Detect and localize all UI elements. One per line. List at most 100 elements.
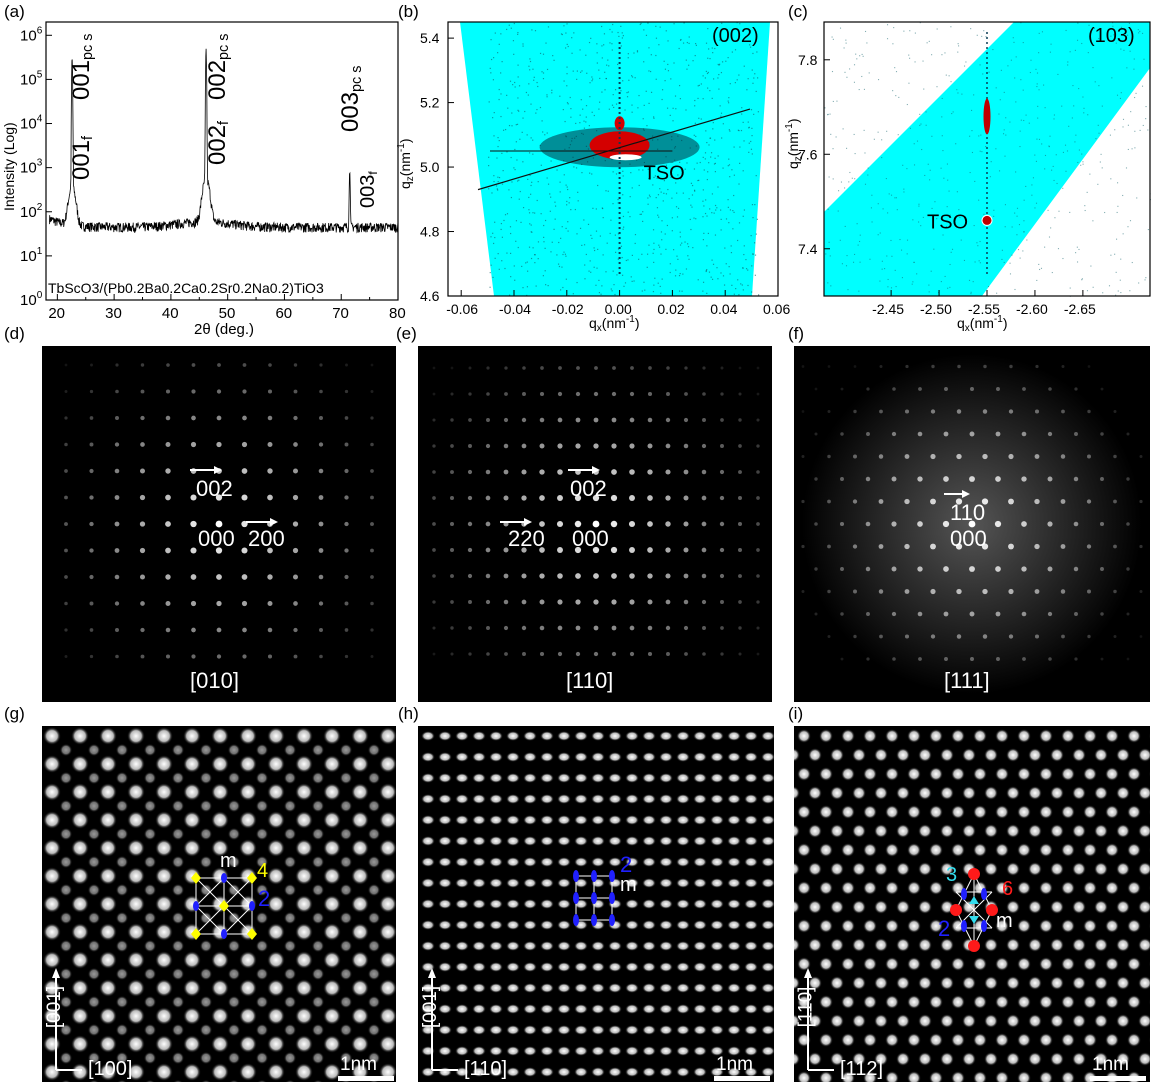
- noise-dot: [688, 198, 690, 200]
- atom-column: [794, 786, 800, 800]
- atom-column-minor: [367, 743, 381, 757]
- atom-column: [608, 773, 622, 783]
- noise-dot: [547, 183, 550, 185]
- diffraction-spot: [267, 601, 273, 606]
- atom-column: [1017, 843, 1031, 857]
- diffraction-spot: [504, 366, 508, 370]
- noise-dot: [903, 191, 905, 193]
- atom-column: [744, 731, 758, 741]
- noise-dot: [631, 75, 633, 77]
- atom-column: [797, 957, 811, 971]
- y-tick-label: 7.6: [798, 146, 818, 162]
- atom-column: [523, 878, 537, 888]
- noise-dot: [689, 218, 691, 221]
- atom-column: [676, 983, 690, 993]
- noise-dot: [728, 102, 730, 104]
- atom-column: [727, 1046, 741, 1056]
- atom-column: [744, 1025, 758, 1035]
- atom-column: [896, 1052, 910, 1066]
- noise-dot: [518, 110, 520, 112]
- atom-column: [472, 836, 486, 846]
- noise-dot: [661, 220, 663, 222]
- atom-column: [830, 748, 844, 762]
- noise-dot: [947, 287, 949, 289]
- atom-column: [523, 962, 537, 972]
- atom-column: [71, 1035, 89, 1053]
- diffraction-spot: [370, 548, 374, 553]
- noise-dot: [536, 108, 538, 111]
- atom-column: [727, 1004, 741, 1014]
- noise-dot: [714, 234, 717, 236]
- noise-dot: [1022, 42, 1024, 44]
- diffraction-spot: [89, 574, 94, 580]
- noise-dot: [583, 219, 585, 221]
- diffraction-spot: [827, 544, 831, 549]
- atom-column: [127, 979, 145, 997]
- noise-dot: [601, 57, 603, 59]
- atom-column: [267, 1035, 285, 1053]
- atom-column: [642, 920, 656, 930]
- atom-column: [379, 727, 396, 745]
- atom-column: [642, 836, 656, 846]
- noise-dot: [639, 213, 641, 216]
- atom-column: [379, 867, 396, 885]
- atom-column-minor: [59, 1023, 73, 1037]
- diffraction-spot: [1047, 521, 1053, 527]
- atom-column: [489, 941, 503, 951]
- diffraction-spot: [917, 476, 923, 482]
- noise-dot: [1017, 249, 1020, 251]
- atom-column: [907, 805, 921, 819]
- diffraction-spot: [629, 417, 635, 423]
- noise-dot: [691, 194, 694, 196]
- noise-dot: [679, 231, 681, 233]
- atom-column: [155, 1035, 173, 1053]
- noise-dot: [606, 242, 608, 244]
- noise-dot: [697, 85, 699, 87]
- noise-dot: [837, 210, 839, 212]
- diffraction-spot: [879, 365, 883, 368]
- atom-column: [295, 867, 313, 885]
- noise-dot: [739, 146, 741, 148]
- atom-column: [267, 1063, 285, 1081]
- atom-column: [267, 811, 285, 829]
- atom-column: [797, 767, 811, 781]
- diffraction-spot: [557, 417, 563, 423]
- noise-dot: [714, 204, 717, 207]
- diffraction-spot: [485, 495, 491, 501]
- noise-dot: [1054, 217, 1056, 219]
- noise-dot: [720, 229, 722, 231]
- atom-column: [659, 731, 673, 741]
- noise-dot: [629, 216, 631, 218]
- x-axis-label: qx(nm-1): [957, 314, 1008, 334]
- diffraction-spot: [539, 573, 545, 579]
- diffraction-spot: [892, 657, 896, 661]
- noise-dot: [1040, 267, 1043, 269]
- diffraction-spot: [191, 363, 196, 367]
- noise-dot: [638, 169, 640, 171]
- atom-column: [962, 1052, 976, 1066]
- diffraction-spot: [1087, 365, 1091, 368]
- noise-dot: [648, 70, 650, 72]
- noise-dot: [750, 148, 753, 150]
- noise-dot: [566, 85, 568, 87]
- noise-dot: [1081, 278, 1083, 280]
- noise-dot: [653, 117, 655, 119]
- noise-dot: [585, 54, 587, 56]
- noise-dot: [918, 221, 920, 223]
- noise-dot: [514, 81, 516, 84]
- atom-column: [183, 755, 201, 773]
- atom-column: [99, 1063, 117, 1081]
- atom-column: [574, 836, 588, 846]
- atom-column: [841, 805, 855, 819]
- atom-column: [1039, 1071, 1053, 1082]
- diffraction-spot: [370, 390, 374, 393]
- atom-column: [710, 941, 724, 951]
- noise-dot: [950, 81, 952, 83]
- noise-dot: [617, 202, 619, 204]
- noise-dot: [658, 216, 660, 218]
- noise-dot: [960, 239, 962, 241]
- atom-column: [127, 1063, 145, 1081]
- noise-dot: [1028, 122, 1030, 124]
- noise-dot: [610, 288, 612, 290]
- diffraction-spot: [904, 634, 910, 639]
